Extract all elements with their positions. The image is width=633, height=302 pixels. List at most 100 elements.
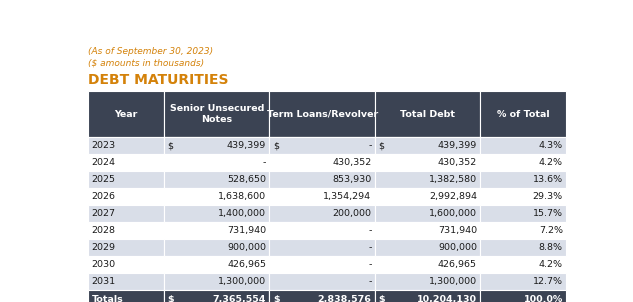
Text: -: -	[368, 277, 372, 286]
Text: 29.3%: 29.3%	[533, 192, 563, 201]
Text: 1,400,000: 1,400,000	[218, 209, 266, 218]
Bar	[88, 205, 164, 222]
Text: $: $	[167, 141, 173, 150]
Text: 10,204,130: 10,204,130	[417, 295, 477, 302]
Text: -: -	[368, 243, 372, 252]
Bar	[480, 239, 567, 256]
Text: DEBT MATURITIES: DEBT MATURITIES	[88, 73, 229, 88]
Bar	[480, 256, 567, 273]
Text: 200,000: 200,000	[332, 209, 372, 218]
Bar	[375, 273, 480, 290]
Bar	[375, 188, 480, 205]
Text: 439,399: 439,399	[438, 141, 477, 150]
Bar	[480, 222, 567, 239]
Bar	[88, 256, 164, 273]
Bar	[375, 273, 480, 290]
Bar	[375, 154, 480, 171]
Bar	[375, 137, 480, 154]
Text: 4.2%: 4.2%	[539, 158, 563, 167]
Bar	[375, 154, 480, 171]
Text: 4.3%: 4.3%	[539, 141, 563, 150]
Bar	[480, 188, 567, 205]
Text: Senior Unsecured
Notes: Senior Unsecured Notes	[170, 104, 264, 124]
Bar	[270, 239, 375, 256]
Text: 100.0%: 100.0%	[523, 295, 563, 302]
Bar	[164, 239, 270, 256]
Text: 2025: 2025	[91, 175, 115, 184]
Text: 853,930: 853,930	[332, 175, 372, 184]
Bar	[164, 137, 270, 154]
Bar	[270, 222, 375, 239]
Bar	[270, 171, 375, 188]
Text: -: -	[368, 141, 372, 150]
Bar	[164, 154, 270, 171]
Text: 900,000: 900,000	[227, 243, 266, 252]
Text: 430,352: 430,352	[332, 158, 372, 167]
Bar	[88, 222, 164, 239]
Text: 7.2%: 7.2%	[539, 226, 563, 235]
Bar	[164, 290, 270, 302]
Bar	[164, 290, 270, 302]
Bar	[88, 290, 164, 302]
Bar	[164, 222, 270, 239]
Text: 7,365,554: 7,365,554	[213, 295, 266, 302]
Text: 1,354,294: 1,354,294	[323, 192, 372, 201]
Text: 2028: 2028	[91, 226, 115, 235]
Bar	[375, 222, 480, 239]
Bar	[164, 154, 270, 171]
Text: 15.7%: 15.7%	[533, 209, 563, 218]
Bar	[270, 205, 375, 222]
Bar	[164, 239, 270, 256]
Text: 900,000: 900,000	[438, 243, 477, 252]
Bar	[164, 205, 270, 222]
Bar	[270, 154, 375, 171]
Bar	[164, 171, 270, 188]
Text: 2023: 2023	[91, 141, 115, 150]
Bar	[270, 205, 375, 222]
Text: $: $	[273, 295, 280, 302]
Text: Year: Year	[115, 110, 137, 119]
Bar	[270, 256, 375, 273]
Bar	[270, 188, 375, 205]
Bar	[375, 290, 480, 302]
Text: 1,382,580: 1,382,580	[429, 175, 477, 184]
Text: 430,352: 430,352	[438, 158, 477, 167]
Bar	[164, 256, 270, 273]
Bar	[88, 239, 164, 256]
Bar	[375, 256, 480, 273]
Bar	[270, 222, 375, 239]
Text: 2031: 2031	[91, 277, 115, 286]
Bar	[375, 239, 480, 256]
Bar	[375, 239, 480, 256]
Text: ($ amounts in thousands): ($ amounts in thousands)	[88, 58, 204, 67]
Bar	[375, 290, 480, 302]
Text: 1,300,000: 1,300,000	[429, 277, 477, 286]
Bar	[88, 137, 164, 154]
Bar	[480, 154, 567, 171]
Bar	[164, 273, 270, 290]
Bar	[375, 171, 480, 188]
Text: -: -	[263, 158, 266, 167]
Text: 1,300,000: 1,300,000	[218, 277, 266, 286]
Text: 12.7%: 12.7%	[533, 277, 563, 286]
Text: Totals: Totals	[91, 295, 123, 302]
Text: 2,838,576: 2,838,576	[318, 295, 372, 302]
Bar	[270, 273, 375, 290]
Text: 426,965: 426,965	[438, 260, 477, 269]
Bar	[375, 205, 480, 222]
Bar	[88, 273, 164, 290]
Bar	[270, 188, 375, 205]
Bar	[375, 188, 480, 205]
Bar	[480, 171, 567, 188]
Bar	[480, 290, 567, 302]
Bar	[270, 290, 375, 302]
Text: 2026: 2026	[91, 192, 115, 201]
Bar	[270, 273, 375, 290]
Text: 731,940: 731,940	[438, 226, 477, 235]
Text: 4.2%: 4.2%	[539, 260, 563, 269]
Bar	[375, 256, 480, 273]
Bar	[164, 171, 270, 188]
Bar	[270, 137, 375, 154]
Text: 13.6%: 13.6%	[533, 175, 563, 184]
Text: $: $	[379, 141, 384, 150]
